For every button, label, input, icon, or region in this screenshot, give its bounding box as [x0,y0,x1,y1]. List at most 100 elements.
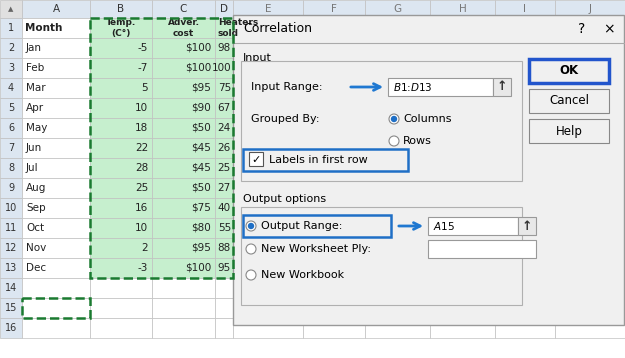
Text: 15: 15 [5,303,18,313]
Bar [303,0,365,18]
Bar [493,78,511,96]
Text: Jan: Jan [26,43,42,53]
Text: $100: $100 [185,63,211,73]
Bar [215,218,233,238]
Bar [495,18,555,38]
Text: 5: 5 [141,83,148,93]
Bar [152,298,215,318]
Bar [430,218,495,238]
Bar [0,178,22,198]
Bar [388,78,493,96]
Bar [495,118,555,138]
Bar [152,138,215,158]
Text: F: F [331,4,337,14]
Bar [152,18,215,38]
Bar [22,198,90,218]
Bar [215,298,233,318]
Bar [215,318,233,338]
Bar [233,278,303,298]
Bar [22,178,90,198]
Circle shape [389,136,399,146]
Bar [303,78,365,98]
Bar [152,98,215,118]
Bar [215,278,233,298]
Text: Jul: Jul [26,163,39,173]
Bar [303,38,365,58]
Bar [0,298,22,318]
Bar [555,98,625,118]
Bar [518,217,536,235]
Text: I: I [524,4,526,14]
Text: New Workbook: New Workbook [261,270,344,280]
Text: -7: -7 [138,63,148,73]
Bar [22,278,90,298]
Bar [233,0,303,18]
Bar [90,98,152,118]
Text: 95: 95 [217,263,231,273]
Bar [365,178,430,198]
Bar [365,138,430,158]
Bar [22,298,90,318]
Bar [430,278,495,298]
Bar [249,152,263,166]
Text: 16: 16 [5,323,17,333]
Bar [215,158,233,178]
Bar [430,138,495,158]
Text: $95: $95 [191,83,211,93]
Bar [303,158,365,178]
Bar [365,158,430,178]
Text: 75: 75 [217,83,231,93]
Text: E: E [265,4,271,14]
Bar [152,0,215,18]
Bar [90,0,152,18]
Bar [495,198,555,218]
Bar [303,218,365,238]
Bar [555,258,625,278]
Text: Cancel: Cancel [549,95,589,107]
Bar [233,38,303,58]
Bar [430,118,495,138]
Text: 100: 100 [211,63,231,73]
Text: Temp.
(C°): Temp. (C°) [106,18,136,38]
Bar [303,118,365,138]
Text: $A$15: $A$15 [433,220,455,232]
Text: $80: $80 [191,223,211,233]
Text: $B$1:$D$13: $B$1:$D$13 [393,81,432,93]
Text: 4: 4 [8,83,14,93]
Bar [243,215,391,237]
Bar [152,318,215,338]
Bar [233,198,303,218]
Bar [152,58,215,78]
Bar [303,278,365,298]
Text: Nov: Nov [26,243,46,253]
Bar [22,78,90,98]
Bar [0,218,22,238]
Bar [0,238,22,258]
Bar [241,207,522,305]
Circle shape [246,244,256,254]
Bar [430,98,495,118]
Bar [22,98,90,118]
Text: 98: 98 [217,43,231,53]
Bar [365,198,430,218]
Bar [0,78,22,98]
Bar [0,158,22,178]
Bar [529,89,609,113]
Bar [233,258,303,278]
Text: Input Range:: Input Range: [251,82,322,92]
Bar [215,198,233,218]
Bar [365,318,430,338]
Bar [529,119,609,143]
Text: 18: 18 [135,123,148,133]
Bar [90,38,152,58]
Text: 26: 26 [217,143,231,153]
Bar [428,240,536,258]
Text: Input: Input [243,53,272,63]
Bar [430,0,495,18]
Bar [233,298,303,318]
Text: J: J [589,4,591,14]
Bar [555,0,625,18]
Bar [0,98,22,118]
Bar [215,58,233,78]
Text: Sep: Sep [26,203,46,213]
